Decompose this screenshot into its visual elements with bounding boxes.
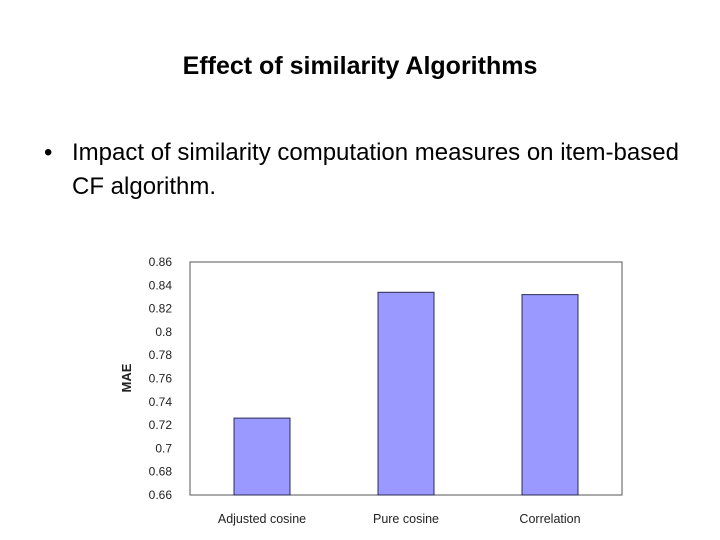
y-tick-label: 0.76 [149, 372, 173, 386]
y-tick-label: 0.66 [149, 488, 173, 502]
y-tick-label: 0.74 [149, 395, 173, 409]
bar [233, 417, 291, 496]
y-tick-label: 0.78 [149, 348, 173, 362]
bullet-dot-icon: • [44, 139, 53, 166]
y-tick-label: 0.86 [149, 255, 173, 269]
slide-title: Effect of similarity Algorithms [182, 52, 538, 80]
y-tick-label: 0.72 [149, 418, 173, 432]
y-axis-label: MAE [119, 363, 134, 392]
y-tick-label: 0.84 [149, 278, 173, 292]
x-category-label: Correlation [519, 512, 580, 526]
bullet-point: • Impact of similarity computation measu… [44, 136, 684, 204]
y-tick-label: 0.8 [155, 325, 172, 339]
x-category-label: Pure cosine [373, 512, 439, 526]
bar [521, 294, 579, 496]
bullet-text: Impact of similarity computation measure… [72, 139, 679, 200]
y-tick-label: 0.7 [155, 441, 172, 455]
bar [377, 291, 435, 496]
x-axis-categories: Adjusted cosine Pure cosine Correlation [218, 512, 581, 526]
y-tick-label: 0.68 [149, 465, 173, 479]
y-tick-label: 0.82 [149, 302, 173, 316]
y-axis-ticks: 0.86 0.84 0.82 0.8 0.78 0.76 0.74 0.72 0.7 0.68 0.… [149, 255, 173, 502]
x-category-label: Adjusted cosine [218, 512, 306, 526]
bars [233, 291, 579, 496]
